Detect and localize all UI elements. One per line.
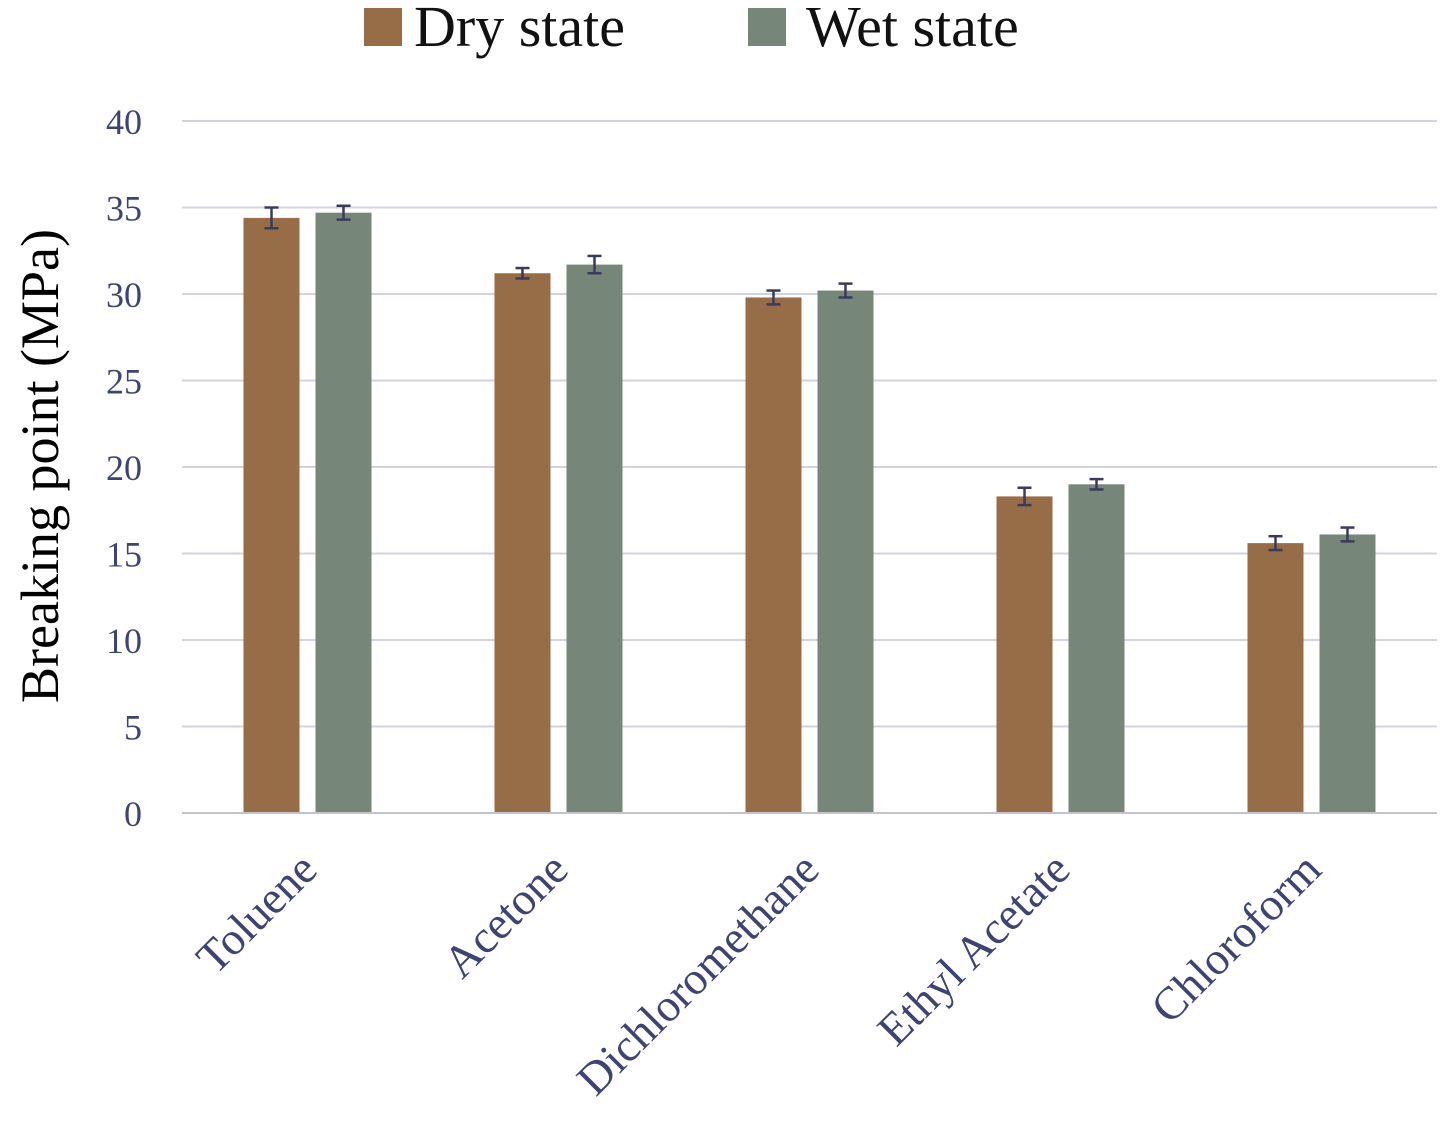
y-tick-label: 15 xyxy=(106,535,142,575)
error-bar xyxy=(1268,534,1283,552)
bar-dry-state-toluene xyxy=(243,217,300,813)
x-tick-label: Toluene xyxy=(186,843,326,983)
y-tick-label: 40 xyxy=(106,102,142,142)
y-tick-label: 30 xyxy=(106,275,142,315)
error-bars xyxy=(264,204,1355,552)
x-tick-label: Acetone xyxy=(433,843,577,987)
bar-dry-state-ethyl-acetate xyxy=(996,496,1053,813)
x-tick-label: Dichloromethane xyxy=(567,843,829,1105)
y-tick-label: 0 xyxy=(124,794,142,834)
y-axis-ticks: 0 5 10 15 20 25 30 35 40 xyxy=(106,102,142,834)
error-bar xyxy=(264,206,279,230)
error-bar xyxy=(515,266,530,280)
legend: Dry state Wet state xyxy=(364,0,1019,59)
legend-label-wet-state: Wet state xyxy=(806,0,1019,59)
error-bar xyxy=(587,254,602,275)
y-tick-label: 25 xyxy=(106,362,142,402)
bar-dry-state-dichloromethane xyxy=(745,297,802,814)
x-tick-label: Chloroform xyxy=(1141,843,1331,1033)
bar-dry-state-acetone xyxy=(494,273,551,813)
bar-wet-state-dichloromethane xyxy=(817,290,874,813)
y-tick-label: 35 xyxy=(106,189,142,229)
y-tick-label: 20 xyxy=(106,448,142,488)
y-tick-label: 5 xyxy=(124,708,142,748)
legend-label-dry-state: Dry state xyxy=(414,0,625,59)
bar-wet-state-acetone xyxy=(566,264,623,814)
error-bar xyxy=(1017,486,1032,507)
x-tick-label: Ethyl Acetate xyxy=(867,843,1079,1055)
error-bar xyxy=(838,282,853,299)
bars xyxy=(243,212,1376,814)
gridlines xyxy=(182,120,1437,728)
legend-swatch-dry-state xyxy=(364,8,402,46)
bar-wet-state-ethyl-acetate xyxy=(1068,484,1125,813)
error-bar xyxy=(1089,477,1104,491)
error-bar xyxy=(1340,526,1355,543)
bar-wet-state-toluene xyxy=(315,212,372,813)
legend-swatch-wet-state xyxy=(748,8,786,46)
bar-dry-state-chloroform xyxy=(1247,543,1304,813)
error-bar xyxy=(766,289,781,306)
y-axis-label: Breaking point (MPa) xyxy=(10,229,70,703)
y-tick-label: 10 xyxy=(106,621,142,661)
bar-wet-state-chloroform xyxy=(1319,534,1376,813)
error-bar xyxy=(336,204,351,221)
